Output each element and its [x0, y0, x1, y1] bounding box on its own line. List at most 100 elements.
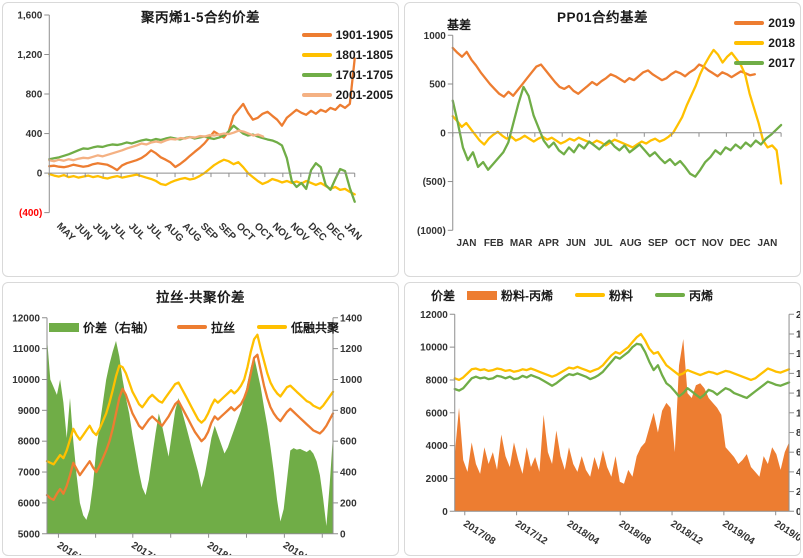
- legend-marker-line-swatch: [655, 293, 686, 297]
- svg-text:1000: 1000: [796, 408, 800, 419]
- svg-text:(500): (500): [423, 177, 446, 188]
- svg-text:OCT: OCT: [252, 221, 275, 244]
- chart-canvas: 1200011000100009000800070006000500014001…: [12, 313, 363, 555]
- legend-marker-line-swatch: [734, 61, 765, 65]
- svg-text:800: 800: [796, 427, 800, 438]
- svg-text:2018/04: 2018/04: [565, 518, 602, 547]
- svg-text:MAY: MAY: [54, 221, 77, 244]
- svg-text:MAR: MAR: [510, 238, 533, 249]
- chart-panel-pp-1-5-spread: 聚丙烯1-5合约价差 1901-1905 1801-1805 1701-1705 20…: [2, 2, 399, 277]
- svg-text:1,600: 1,600: [17, 10, 42, 21]
- svg-text:2000: 2000: [796, 309, 800, 320]
- svg-text:12000: 12000: [420, 309, 448, 320]
- chart-title: PP01合约基差: [556, 10, 649, 25]
- legend-item: 1701-1705: [301, 68, 393, 82]
- svg-text:JUN: JUN: [90, 221, 112, 243]
- svg-text:1600: 1600: [796, 349, 800, 360]
- legend-label: 粉料-丙烯: [501, 288, 553, 303]
- svg-text:500: 500: [429, 80, 446, 91]
- y-axis-title: 基差: [447, 18, 472, 32]
- svg-text:1,200: 1,200: [17, 50, 42, 61]
- svg-text:JUL: JUL: [594, 238, 613, 249]
- svg-text:800: 800: [26, 90, 43, 101]
- svg-text:(400): (400): [19, 208, 42, 219]
- legend-label: 2019: [768, 16, 795, 30]
- svg-text:400: 400: [26, 129, 43, 140]
- legend-label: 低融共聚: [291, 320, 340, 335]
- svg-text:2017/01: 2017/01: [129, 540, 166, 555]
- svg-text:OCT: OCT: [675, 238, 696, 249]
- svg-text:0: 0: [440, 128, 446, 139]
- chart-canvas: 1000 500 0 (500) (1000) JAN FEB MAR APR JUN JUL AUG…: [417, 31, 783, 249]
- legend-marker-line-swatch: [177, 325, 208, 329]
- legend: 1901-1905 1801-1805 1701-1705 2001-2005: [301, 28, 393, 102]
- legend-label: 1901-1905: [335, 28, 393, 42]
- legend-marker-line-swatch: [575, 293, 605, 297]
- svg-text:AUG: AUG: [620, 238, 642, 249]
- svg-text:8000: 8000: [426, 375, 449, 386]
- svg-text:1800: 1800: [796, 329, 800, 340]
- legend-item: 2001-2005: [301, 88, 393, 102]
- svg-text:SEP: SEP: [198, 221, 220, 243]
- chart-panel-pp01-basis: PP01合约基差 基差 2019 2018 2017 1000 500 0 (500) (1…: [404, 2, 801, 277]
- svg-text:NOV: NOV: [702, 238, 724, 249]
- svg-text:9000: 9000: [18, 405, 41, 416]
- svg-text:12000: 12000: [12, 313, 40, 324]
- legend-marker-line-swatch: [734, 41, 765, 45]
- chart-title: 聚丙烯1-5合约价差: [140, 10, 260, 25]
- chart-panel-powder-propylene-spread: 价差 粉料-丙烯 粉料 丙烯 12000 10000 8000 6000 4000 2000 0…: [404, 281, 801, 556]
- svg-text:AUG: AUG: [162, 221, 186, 245]
- legend-item: 1801-1805: [301, 48, 393, 62]
- svg-text:6000: 6000: [18, 498, 41, 509]
- legend-marker-line-swatch: [301, 33, 332, 37]
- legend: 2019 2018 2017: [734, 16, 795, 70]
- svg-text:1000: 1000: [424, 31, 447, 42]
- legend-label: 拉丝: [211, 320, 236, 335]
- svg-text:11000: 11000: [13, 344, 41, 355]
- svg-text:2000: 2000: [426, 473, 449, 484]
- svg-text:1400: 1400: [796, 368, 800, 379]
- legend-label: 1801-1805: [335, 48, 393, 62]
- legend-marker-area-swatch: [49, 322, 79, 332]
- svg-text:JUL: JUL: [126, 221, 147, 242]
- chart-canvas: 1200010000800060004000200002000180016001…: [420, 309, 800, 547]
- legend-item: 低融共聚: [257, 319, 339, 336]
- legend-label: 2018: [768, 36, 795, 50]
- svg-text:1200: 1200: [796, 388, 800, 399]
- legend: 价差（右轴） 拉丝 低融共聚: [49, 319, 339, 336]
- svg-text:APR: APR: [538, 238, 559, 249]
- svg-text:DEC: DEC: [730, 238, 751, 249]
- svg-text:2018/01: 2018/01: [205, 540, 242, 555]
- svg-text:OCT: OCT: [234, 221, 257, 244]
- svg-text:800: 800: [340, 405, 357, 416]
- svg-text:2017/08: 2017/08: [461, 518, 498, 547]
- svg-text:1400: 1400: [340, 313, 363, 324]
- svg-text:NOV: NOV: [288, 221, 311, 244]
- svg-text:7000: 7000: [18, 467, 41, 478]
- y-axis-title: 价差: [431, 288, 456, 303]
- legend-item: 1901-1905: [301, 28, 393, 42]
- legend-label: 2001-2005: [335, 88, 393, 102]
- legend-marker-line-swatch: [257, 325, 288, 329]
- svg-text:NOV: NOV: [270, 221, 293, 244]
- svg-text:0: 0: [37, 169, 43, 180]
- legend-label: 粉料: [609, 288, 634, 303]
- chart-panel-drawwire-copolymer-spread: 拉丝-共聚价差 价差（右轴） 拉丝 低融共聚 12000 11000 10000 9000…: [2, 281, 399, 556]
- svg-text:2019/04: 2019/04: [720, 518, 757, 547]
- svg-text:2016/01: 2016/01: [55, 540, 92, 555]
- svg-text:600: 600: [340, 436, 357, 447]
- svg-text:0: 0: [442, 506, 448, 517]
- svg-text:4000: 4000: [426, 441, 449, 452]
- svg-text:200: 200: [340, 498, 357, 509]
- svg-text:JUN: JUN: [72, 221, 94, 243]
- svg-text:2019/08: 2019/08: [772, 518, 800, 547]
- legend-item: 2017: [734, 56, 795, 70]
- legend-marker-line-swatch: [734, 21, 765, 25]
- svg-text:DEC: DEC: [306, 221, 329, 244]
- svg-text:FEB: FEB: [484, 238, 504, 249]
- svg-text:SEP: SEP: [648, 238, 668, 249]
- legend-marker-area-swatch: [467, 290, 497, 300]
- svg-text:JUL: JUL: [144, 221, 165, 242]
- svg-text:0: 0: [340, 529, 346, 540]
- svg-text:JAN: JAN: [456, 238, 476, 249]
